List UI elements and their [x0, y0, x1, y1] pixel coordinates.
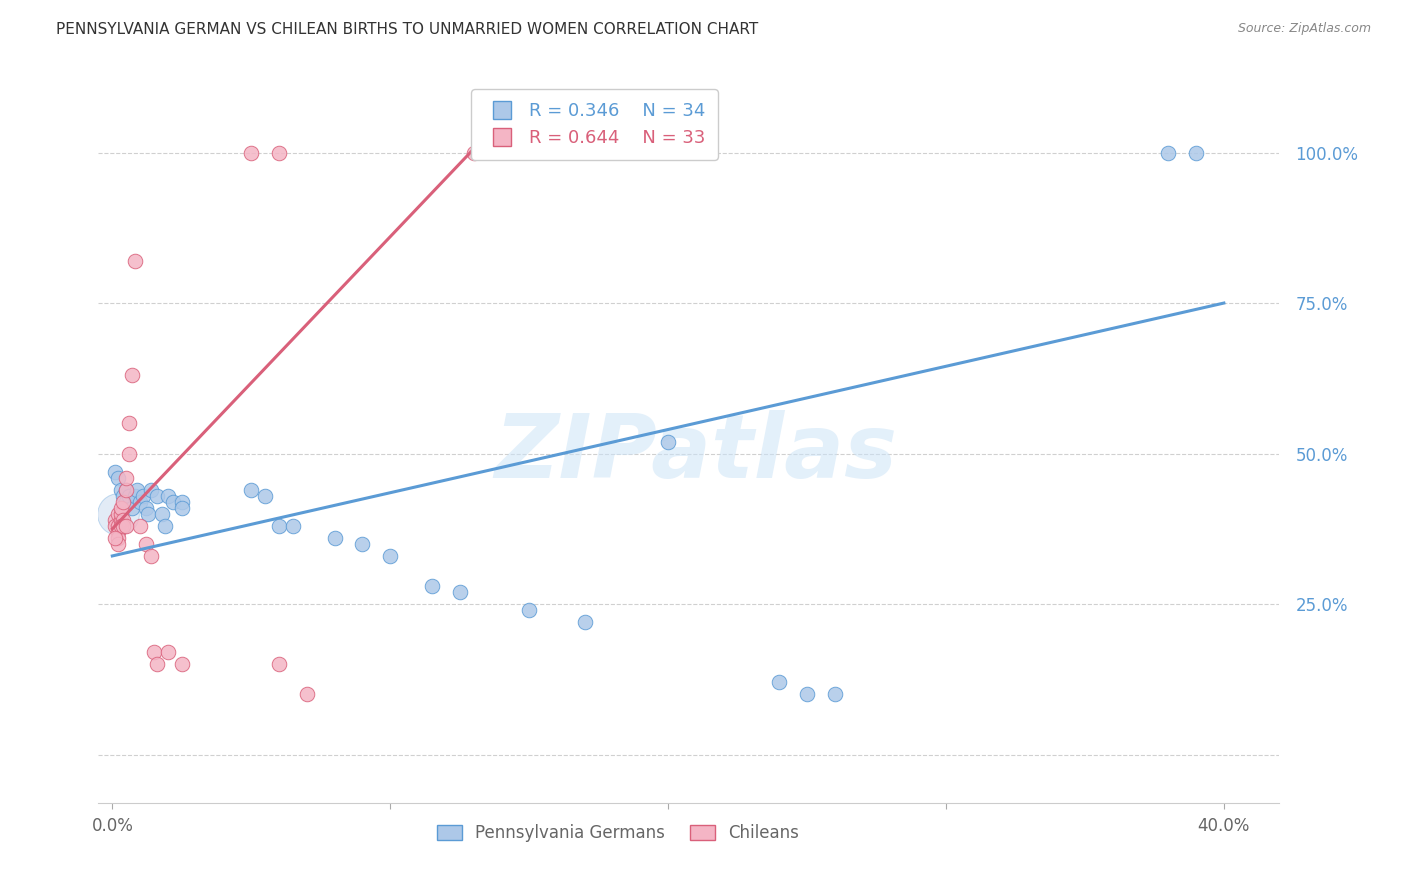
Point: [517, 603, 540, 617]
Point: [110, 513, 132, 527]
Point: [240, 145, 263, 160]
Point: [104, 465, 127, 479]
Point: [118, 446, 141, 460]
Text: Source: ZipAtlas.com: Source: ZipAtlas.com: [1237, 22, 1371, 36]
Point: [281, 519, 304, 533]
Point: [112, 513, 135, 527]
Point: [150, 507, 173, 521]
Point: [110, 483, 132, 497]
Point: [135, 500, 157, 515]
Point: [141, 549, 163, 563]
Point: [254, 489, 277, 503]
Point: [107, 537, 129, 551]
Point: [170, 500, 193, 515]
Point: [104, 531, 127, 545]
Point: [380, 549, 402, 563]
Point: [267, 519, 290, 533]
Point: [768, 675, 790, 690]
Text: PENNSYLVANIA GERMAN VS CHILEAN BIRTHS TO UNMARRIED WOMEN CORRELATION CHART: PENNSYLVANIA GERMAN VS CHILEAN BIRTHS TO…: [56, 22, 758, 37]
Point: [104, 519, 127, 533]
Point: [118, 489, 141, 503]
Point: [138, 507, 160, 521]
Point: [121, 500, 143, 515]
Point: [796, 687, 818, 701]
Point: [124, 254, 146, 268]
Point: [267, 145, 290, 160]
Point: [657, 434, 679, 449]
Point: [107, 524, 129, 539]
Point: [118, 417, 141, 431]
Point: [267, 657, 290, 672]
Point: [115, 494, 138, 508]
Point: [323, 531, 346, 545]
Point: [574, 615, 596, 630]
Point: [112, 494, 135, 508]
Point: [107, 519, 129, 533]
Point: [156, 645, 179, 659]
Point: [115, 483, 138, 497]
Point: [146, 657, 169, 672]
Point: [112, 519, 135, 533]
Point: [112, 489, 135, 503]
Point: [352, 537, 374, 551]
Point: [115, 483, 138, 497]
Point: [153, 519, 176, 533]
Point: [107, 507, 129, 521]
Point: [240, 483, 263, 497]
Point: [110, 500, 132, 515]
Point: [132, 489, 155, 503]
Point: [143, 645, 166, 659]
Point: [135, 537, 157, 551]
Point: [127, 483, 149, 497]
Point: [115, 471, 138, 485]
Legend: Pennsylvania Germans, Chileans: Pennsylvania Germans, Chileans: [430, 817, 806, 848]
Point: [115, 519, 138, 533]
Point: [295, 687, 318, 701]
Point: [1157, 145, 1180, 160]
Point: [121, 368, 143, 383]
Point: [1185, 145, 1208, 160]
Point: [129, 519, 152, 533]
Text: ZIPatlas: ZIPatlas: [495, 410, 897, 497]
Point: [824, 687, 846, 701]
Point: [110, 519, 132, 533]
Point: [449, 585, 471, 599]
Point: [170, 494, 193, 508]
Point: [141, 483, 163, 497]
Point: [162, 494, 184, 508]
Point: [107, 471, 129, 485]
Point: [146, 489, 169, 503]
Point: [110, 507, 132, 521]
Point: [170, 657, 193, 672]
Point: [129, 494, 152, 508]
Point: [107, 531, 129, 545]
Point: [156, 489, 179, 503]
Point: [463, 145, 485, 160]
Point: [124, 489, 146, 503]
Point: [420, 579, 443, 593]
Point: [107, 507, 129, 521]
Point: [104, 513, 127, 527]
